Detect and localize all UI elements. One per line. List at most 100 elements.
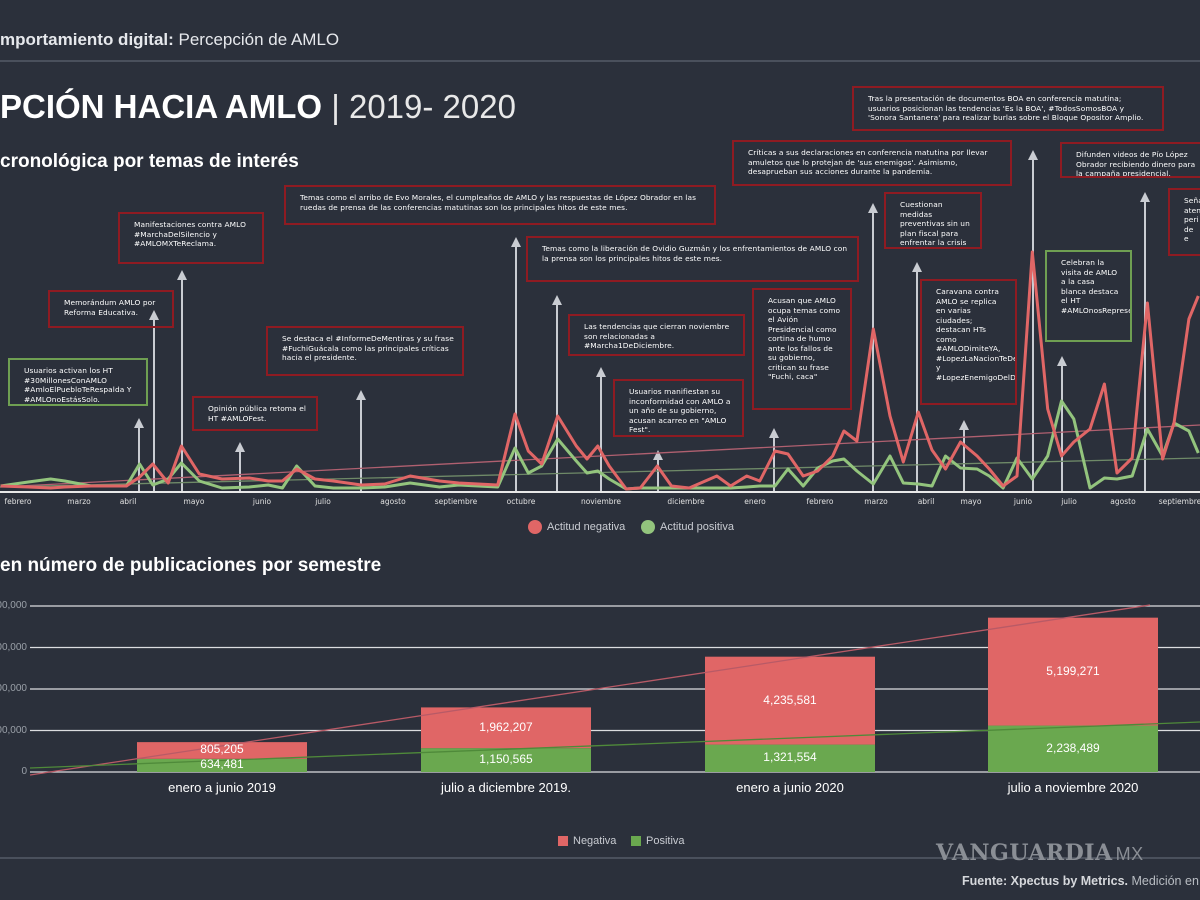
arrow-head-icon [149, 310, 159, 320]
annotation-box: Temas como el arribo de Evo Morales, el … [284, 185, 716, 225]
arrow-head-icon [134, 418, 144, 428]
positive-trendline [29, 721, 1200, 769]
x-tick-label: junio [1013, 497, 1033, 506]
annotation-box: Usuarios activan los HT #30MillonesConAM… [8, 358, 148, 406]
x-tick-label: enero [744, 497, 766, 506]
bar-negative [421, 707, 591, 749]
negative-series-line [0, 250, 1200, 491]
bar-value-label: 4,235,581 [763, 692, 817, 707]
brand-logo: VANGUARDIA MX [936, 840, 1144, 866]
legend-negative: Actitud negativa [528, 520, 625, 534]
brand-name: VANGUARDIA [936, 840, 1113, 866]
x-tick-label: diciembre [667, 497, 705, 506]
bar-positive [705, 744, 875, 772]
negative-trendline [29, 604, 1151, 776]
annotation-box: Caravana contra AMLO se replica en varia… [920, 279, 1017, 405]
arrow-head-icon [1057, 356, 1067, 366]
arrow-head-icon [769, 428, 779, 438]
bar-positive [421, 748, 591, 772]
brand-suffix: MX [1115, 844, 1144, 864]
x-tick-label: noviembre [580, 497, 622, 506]
arrow-head-icon [596, 367, 606, 377]
annotation-box: Manifestaciones contra AMLO #MarchaDelSi… [118, 212, 264, 264]
legend-negative-swatch [528, 520, 542, 534]
x-tick-label: marzo [67, 497, 91, 506]
x-tick-label: septiembre [1158, 497, 1200, 506]
legend-positive-swatch [641, 520, 655, 534]
title-main: PCIÓN HACIA AMLO [0, 88, 323, 125]
bar-value-label: 5,199,271 [1046, 663, 1100, 678]
x-tick-label: julio [1061, 497, 1077, 506]
bar-legend-positive-swatch [631, 836, 641, 846]
x-tick-label: agosto [1110, 497, 1136, 506]
annotation-box: Difunden videos de Pío López Obrador rec… [1060, 142, 1200, 178]
y-tick-label: 4,000,000 [0, 683, 27, 694]
category-label: enero a junio 2019 [168, 780, 276, 795]
title-separator: | [322, 88, 349, 125]
category-label: julio a diciembre 2019. [440, 780, 572, 795]
arrow-head-icon [235, 442, 245, 452]
annotation-box: Críticas a sus declaraciones en conferen… [732, 140, 1012, 186]
arrow-head-icon [552, 295, 562, 305]
bar-value-label: 1,321,554 [763, 750, 817, 765]
section-name: Percepción de AMLO [173, 30, 340, 49]
bar-positive [988, 725, 1158, 772]
section-header: mportamiento digital: Percepción de AMLO [0, 30, 339, 50]
x-tick-label: febrero [4, 497, 32, 506]
bar-negative [137, 742, 307, 759]
annotation-box: Opinión pública retoma el HT #AMLOFest. [192, 396, 318, 431]
bar-value-label: 1,962,207 [479, 719, 533, 734]
arrow-head-icon [356, 390, 366, 400]
annotation-box: Celebran la visita de AMLO a la casa bla… [1045, 250, 1132, 342]
page-title: PCIÓN HACIA AMLO | 2019- 2020 [0, 88, 516, 126]
arrow-head-icon [912, 262, 922, 272]
annotation-box: Tras la presentación de documentos BOA e… [852, 86, 1164, 131]
category-label: enero a junio 2020 [736, 780, 844, 795]
annotation-box: Se destaca el #InformeDeMentiras y su fr… [266, 326, 464, 376]
y-tick-label: 8,000,000 [0, 600, 27, 611]
x-tick-label: mayo [183, 497, 205, 506]
bar-value-label: 1,150,565 [479, 752, 533, 767]
bar-legend-positive-label: Positiva [646, 835, 685, 847]
x-tick-label: junio [252, 497, 272, 506]
annotation-box: Cuestionan medidas preventivas sin un pl… [884, 192, 982, 249]
x-tick-label: abril [917, 497, 935, 506]
arrow-head-icon [1140, 192, 1150, 202]
source-note: Fuente: Xpectus by Metrics. Medición en [962, 874, 1199, 888]
x-tick-label: septiembre [434, 497, 478, 506]
x-tick-label: febrero [806, 497, 834, 506]
y-tick-label: 0 [21, 766, 27, 777]
bar-chart [29, 604, 1200, 776]
arrow-head-icon [177, 270, 187, 280]
section-label: mportamiento digital: [0, 30, 174, 49]
line-chart [0, 150, 1200, 493]
y-tick-label: 6,000,000 [0, 641, 27, 653]
arrow-head-icon [1028, 150, 1038, 160]
x-tick-label: marzo [864, 497, 888, 506]
x-tick-label: julio [315, 497, 331, 506]
line-chart-title: cronológica por temas de interés [0, 151, 299, 172]
bar-chart-title: en número de publicaciones por semestre [0, 555, 382, 576]
annotation-box: Acusan que AMLO ocupa temas como el Avió… [752, 288, 852, 410]
annotation-box: Memorándum AMLO por Reforma Educativa. [48, 290, 174, 328]
bar-legend-negative-swatch [558, 836, 568, 846]
negative-trendline [0, 424, 1200, 488]
bar-legend-positive: Positiva [631, 835, 685, 847]
y-tick-label: 2,000,000 [0, 724, 27, 736]
arrow-head-icon [511, 237, 521, 247]
bar-value-label: 2,238,489 [1046, 740, 1100, 755]
x-tick-label: abril [119, 497, 137, 506]
arrow-head-icon [653, 450, 663, 460]
bar-negative [705, 656, 875, 745]
x-tick-label: agosto [380, 497, 406, 506]
footer-divider [0, 857, 1200, 859]
bar-negative [988, 617, 1158, 726]
bar-value-label: 634,481 [200, 757, 244, 772]
source-text: Medición en [1128, 874, 1199, 888]
annotation-box: Las tendencias que cierran noviembre son… [568, 314, 745, 356]
legend-negative-label: Actitud negativa [547, 521, 626, 533]
bar-value-label: 805,205 [200, 742, 244, 757]
arrow-head-icon [868, 203, 878, 213]
x-tick-label: mayo [960, 497, 982, 506]
